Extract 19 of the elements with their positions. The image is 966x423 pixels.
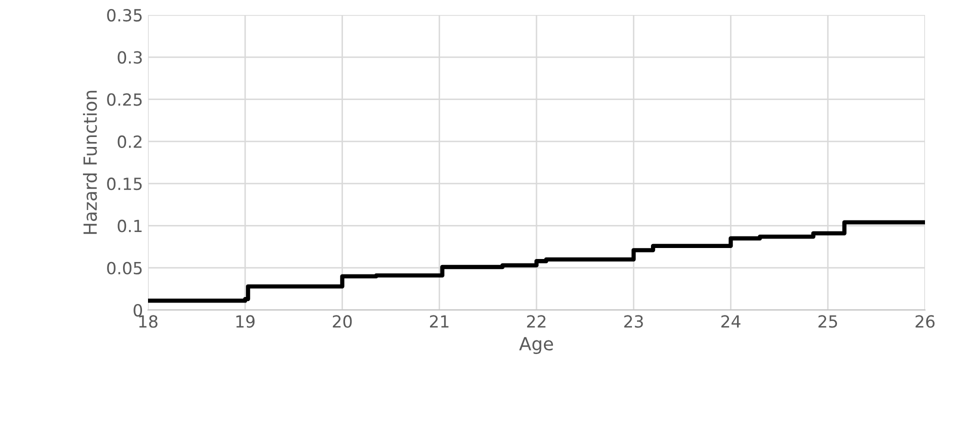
x-tick-label: 25 [818,315,838,328]
x-tick-label: 26 [916,315,935,328]
x-tick-label: 24 [721,315,740,328]
y-tick-label: 0.3 [118,51,142,64]
x-tick-label: 20 [332,315,352,328]
x-tick-label: 18 [139,315,158,328]
y-tick-label: 0.15 [107,178,142,190]
x-tick-label: 21 [430,315,448,328]
x-tick-label: 19 [236,315,255,328]
y-tick-label: 0 [134,304,142,317]
x-tick-label: 23 [624,315,643,328]
y-tick-label: 0.1 [118,220,142,232]
y-tick-label: 0.05 [107,262,142,274]
y-axis-title: Hazard Function [83,90,97,234]
x-axis-title: Age [519,337,553,354]
y-tick-label: 0.35 [107,8,142,22]
x-tick-label: 22 [527,315,546,328]
y-tick-label: 0.25 [107,93,142,106]
y-tick-label: 0.2 [118,135,142,148]
